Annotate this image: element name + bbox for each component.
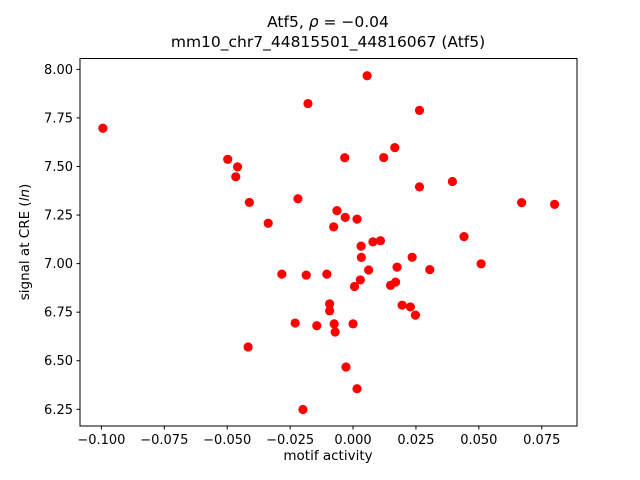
scatter-point: [263, 218, 273, 228]
scatter-point: [329, 319, 339, 329]
scatter-point: [330, 327, 340, 337]
scatter-point: [390, 143, 400, 153]
scatter-point: [352, 214, 362, 224]
scatter-point: [397, 300, 407, 310]
scatter-point: [517, 198, 527, 208]
scatter-point: [301, 270, 311, 280]
scatter-point: [447, 176, 458, 187]
scatter-point: [322, 269, 332, 279]
x-tick-label: 0.025: [397, 433, 434, 448]
x-tick-label: −0.025: [266, 433, 314, 448]
chart-title-line1: Atf5, ρ = −0.04: [171, 12, 485, 32]
x-tick-label: −0.075: [140, 433, 188, 448]
scatter-point: [232, 162, 243, 172]
scatter-point: [362, 71, 372, 81]
scatter-point: [223, 154, 233, 164]
x-axis-label: motif activity: [283, 448, 373, 464]
scatter-point: [414, 182, 425, 192]
scatter-point: [410, 310, 421, 320]
scatter-point: [356, 241, 366, 251]
scatter-point: [298, 404, 308, 415]
scatter-point: [355, 275, 365, 285]
scatter-point: [352, 384, 362, 394]
scatter-point: [325, 306, 335, 316]
title-rho-symbol: ρ: [308, 13, 319, 31]
scatter-point: [325, 299, 335, 309]
scatter-point: [405, 302, 416, 312]
scatter-point: [425, 265, 435, 275]
scatter-point: [459, 232, 469, 242]
x-tick-label: 0.050: [460, 433, 497, 448]
scatter-point: [476, 259, 486, 269]
scatter-point: [356, 252, 366, 263]
y-tick-label: 7.75: [44, 111, 73, 126]
scatter-point: [379, 152, 389, 163]
title-rho-value: = −0.04: [318, 13, 389, 31]
title-gene: Atf5,: [267, 13, 309, 31]
y-tick-label: 6.25: [44, 403, 73, 418]
scatter-point: [329, 222, 339, 232]
scatter-point: [390, 277, 401, 287]
y-tick-label: 8.00: [44, 63, 73, 78]
y-tick-label: 7.50: [44, 160, 73, 175]
scatter-point: [368, 237, 378, 247]
axes-spines: [79, 58, 578, 427]
y-tick-label: 6.75: [44, 306, 73, 321]
chart-subtitle: mm10_chr7_44815501_44816067 (Atf5): [170, 33, 486, 51]
scatter-point: [348, 319, 358, 329]
scatter-point: [341, 362, 351, 372]
scatter-point: [243, 342, 253, 352]
x-tick-label: 0.000: [334, 433, 371, 448]
scatter-point: [293, 194, 303, 204]
scatter-point: [231, 172, 241, 182]
scatter-point: [244, 197, 254, 208]
y-tick-label: 7.00: [44, 257, 73, 272]
scatter-point: [277, 269, 287, 279]
x-tick-label: −0.050: [203, 433, 251, 448]
scatter-point: [332, 205, 342, 216]
scatter-point: [550, 199, 560, 209]
scatter-point: [303, 98, 313, 109]
scatter-point: [375, 236, 386, 246]
scatter-point: [349, 281, 360, 292]
scatter-point: [290, 318, 300, 328]
x-tick-label: 0.075: [523, 433, 560, 448]
y-tick-label: 6.50: [44, 354, 73, 369]
scatter-point: [98, 123, 108, 133]
scatter-point: [414, 105, 425, 115]
scatter-point: [392, 262, 402, 272]
x-tick-label: −0.100: [77, 433, 125, 448]
scatter-point: [407, 252, 417, 262]
scatter-point: [312, 321, 322, 331]
chart-title: Atf5, ρ = −0.04 mm10_chr7_44815501_44816…: [171, 12, 485, 52]
scatter-point: [340, 153, 350, 163]
scatter-point: [340, 212, 350, 222]
scatter-point: [364, 265, 374, 275]
y-tick-label: 7.25: [44, 209, 73, 224]
